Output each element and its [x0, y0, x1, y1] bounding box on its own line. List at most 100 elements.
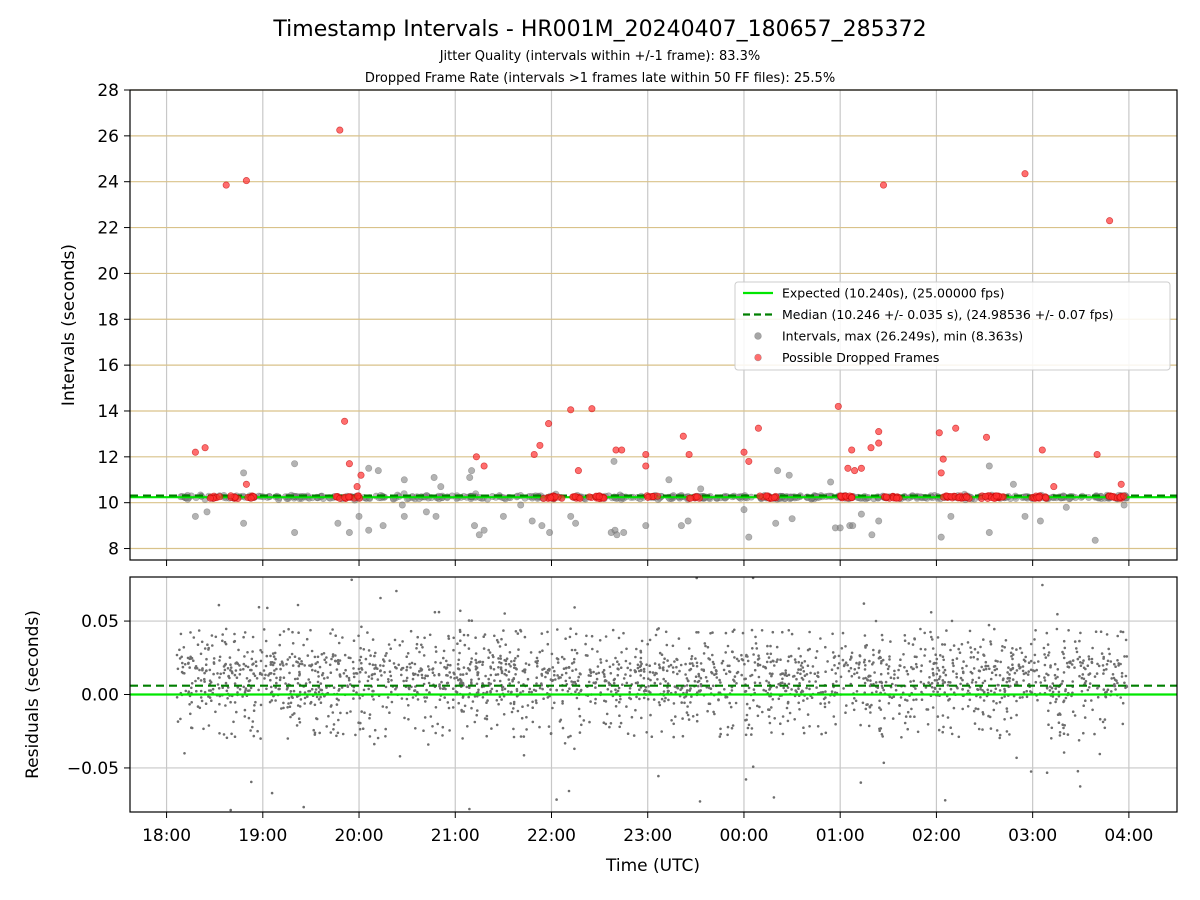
residual-point: [899, 664, 902, 668]
dropped-frame-point: [844, 464, 852, 472]
residual-point: [685, 689, 689, 692]
residual-point: [657, 774, 660, 778]
interval-point: [1021, 512, 1029, 520]
residual-point: [379, 664, 382, 667]
residual-point: [454, 690, 458, 693]
residual-point: [894, 684, 898, 687]
residual-point: [907, 642, 911, 645]
residual-point: [658, 703, 662, 707]
residual-point: [909, 680, 912, 683]
residual-point: [970, 672, 974, 675]
interval-point: [334, 519, 342, 527]
residual-point: [1086, 664, 1090, 667]
residual-point: [899, 696, 903, 699]
residual-point: [502, 713, 506, 716]
residual-point: [568, 687, 571, 690]
residual-point: [293, 712, 296, 715]
residual-point: [1015, 699, 1018, 703]
residual-point: [786, 659, 790, 663]
residual-point: [799, 691, 803, 694]
residual-point: [642, 670, 646, 673]
residual-point: [647, 677, 650, 680]
residual-point: [486, 699, 489, 702]
residual-point: [950, 619, 954, 623]
residual-point: [943, 799, 947, 802]
residual-point: [451, 706, 455, 709]
residual-point: [1062, 652, 1065, 656]
residual-point: [292, 689, 296, 693]
residual-point: [274, 686, 278, 689]
residual-point: [604, 700, 608, 703]
dropped-frame-point: [1042, 494, 1050, 502]
residual-point: [190, 701, 193, 704]
residual-point: [560, 655, 564, 659]
residual-point: [308, 681, 312, 684]
residual-point: [743, 662, 746, 666]
residual-point: [664, 696, 667, 700]
residual-point: [370, 673, 374, 677]
residual-point: [602, 668, 606, 672]
residual-point: [1071, 710, 1075, 713]
residual-point: [252, 709, 256, 712]
residual-point: [1000, 649, 1004, 652]
residual-point: [252, 672, 255, 675]
residual-point: [538, 686, 542, 690]
residual-point: [561, 726, 565, 730]
residual-point: [238, 664, 241, 667]
residual-point: [767, 708, 770, 711]
residual-point: [990, 671, 994, 674]
residual-point: [523, 668, 527, 671]
residual-point: [755, 647, 759, 650]
residual-point: [291, 642, 295, 645]
residual-point: [781, 681, 784, 684]
residual-point: [310, 663, 313, 667]
residual-point: [176, 667, 180, 671]
residual-point: [961, 678, 964, 682]
residual-point: [836, 666, 840, 670]
residual-point: [1029, 668, 1033, 672]
residual-point: [986, 688, 989, 692]
legend-swatch-dot: [754, 332, 762, 340]
intervals-y-tick-label: 14: [97, 402, 119, 422]
residual-point: [1095, 672, 1099, 675]
residual-point: [1064, 688, 1067, 691]
residual-point: [573, 747, 576, 751]
residual-point: [955, 675, 958, 679]
residual-point: [753, 668, 757, 672]
residual-point: [461, 737, 464, 740]
residual-point: [966, 641, 970, 644]
residual-point: [976, 688, 980, 691]
residual-point: [1047, 673, 1050, 677]
residual-point: [401, 640, 404, 643]
residual-point: [434, 661, 437, 664]
residual-point: [199, 679, 203, 682]
residual-point: [710, 671, 714, 675]
residual-point: [779, 658, 782, 661]
residual-point: [968, 698, 972, 702]
residual-point: [481, 696, 485, 699]
residual-point: [1073, 666, 1076, 669]
residual-point: [237, 648, 240, 652]
residual-point: [355, 672, 359, 675]
residual-point: [772, 796, 776, 799]
residual-point: [475, 682, 479, 686]
residual-point: [505, 657, 509, 660]
residual-point: [987, 623, 991, 627]
residual-point: [683, 701, 686, 705]
residual-point: [395, 589, 398, 593]
residual-point: [287, 627, 290, 631]
residual-point: [883, 716, 886, 720]
residual-point: [250, 780, 253, 784]
residual-point: [409, 629, 413, 633]
residual-point: [563, 657, 566, 661]
residual-point: [729, 705, 733, 709]
residual-point: [485, 714, 489, 718]
residual-point: [764, 666, 768, 670]
residual-point: [896, 676, 900, 680]
residual-point: [297, 631, 300, 634]
residual-point: [889, 640, 892, 643]
residual-point: [1067, 665, 1071, 669]
residual-point: [879, 656, 882, 659]
residual-point: [806, 648, 810, 652]
residual-point: [750, 727, 754, 730]
